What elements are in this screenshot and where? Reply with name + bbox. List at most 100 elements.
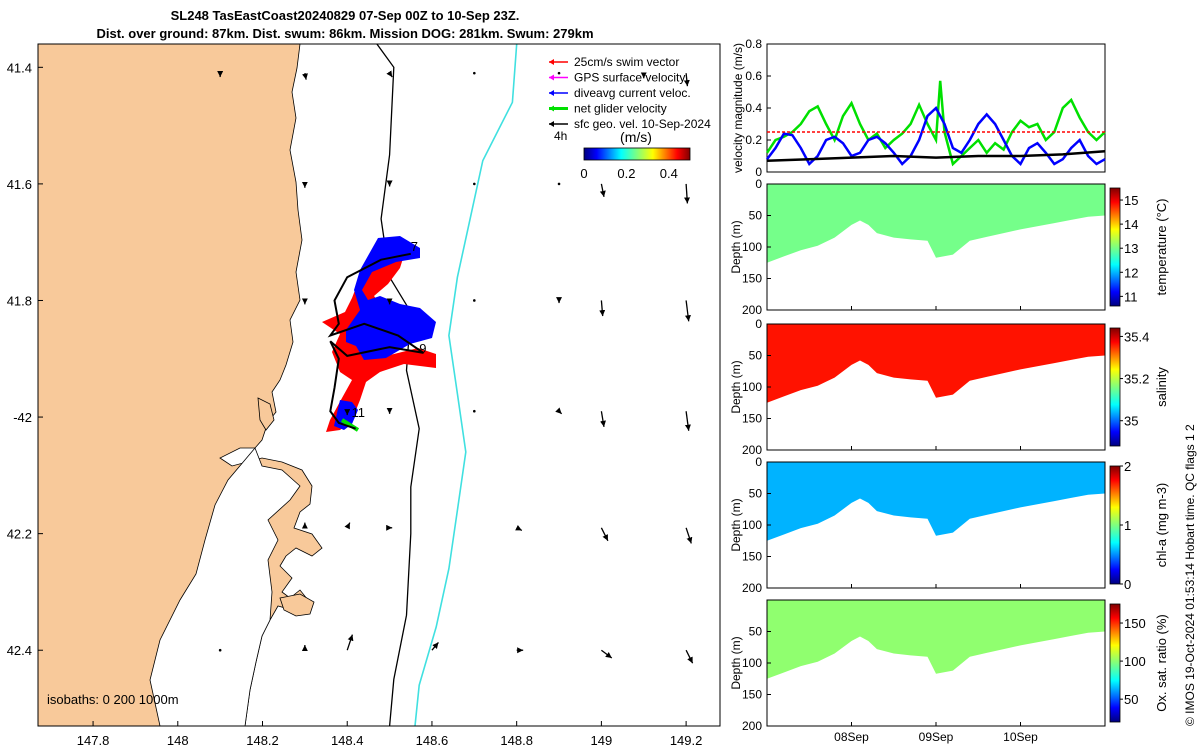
legend-arrowhead [549, 74, 554, 81]
map-y-tick-label: 42.2 [7, 527, 32, 542]
sfc-vector [685, 527, 693, 544]
map-x-tick-label: 149.2 [670, 733, 703, 748]
section-panel-chla-section: 0 50 100 150 200 Depth (m) 0 1 2 chl-a (mg m-3) [729, 455, 1169, 595]
section-y-tick-label: 50 [749, 487, 763, 501]
section-y-tick-label: 100 [742, 518, 762, 532]
section-colorbar-tick-label: 1 [1124, 518, 1131, 533]
map-x-tick-label: 148.8 [500, 733, 533, 748]
isobaths [376, 44, 518, 726]
sfc-vector [599, 300, 606, 317]
interval-label: 4h [554, 129, 567, 143]
isobath-1000m [414, 44, 518, 726]
section-y-tick-label: 0 [755, 177, 762, 191]
section-colorbar-tick-label: 12 [1124, 265, 1138, 280]
day-label: 9 [419, 341, 426, 356]
isobath-200m [376, 44, 420, 726]
section-y-tick-label: 100 [742, 656, 762, 670]
section-x-tick-label: 10Sep [1003, 730, 1038, 744]
section-y-tick-label: 150 [742, 272, 762, 286]
section-colorbar-tick-label: 100 [1124, 654, 1146, 669]
section-panel-temperature-section: 0 50 100 150 200 Depth (m) 11 12 13 14 15 temperatu… [729, 177, 1169, 317]
map-y-tick-label: 41.6 [7, 177, 32, 192]
section-colorbar-tick-label: 2 [1124, 459, 1131, 474]
coast-bay [149, 447, 301, 726]
legend-arrowhead [549, 105, 554, 112]
section-y-tick-label: 100 [742, 240, 762, 254]
isobaths-label: isobaths: 0 200 1000m [47, 692, 179, 707]
velocity-line [766, 149, 1106, 163]
sfc-vector [684, 411, 691, 431]
section-colorbar-tick-label: 50 [1124, 692, 1138, 707]
velocity-y-tick-label: 0.8 [745, 37, 762, 51]
colorbar-title: (m/s) [620, 129, 652, 145]
figure-title-line2: Dist. over ground: 87km. Dist. swum: 86k… [96, 26, 594, 41]
velocity-y-tick-label: 0 [755, 165, 762, 179]
section-colorbar-tick-label: 15 [1124, 193, 1138, 208]
sfc-vector [555, 407, 563, 415]
map-x-tick-label: 147.8 [77, 733, 110, 748]
sfc-vector [346, 634, 354, 651]
speed-colorbar-tick: 0.4 [660, 166, 678, 181]
track-map: 7 9 11 147.8 148 148.2 148.4 148.6 148.8 149 149.… [7, 43, 721, 748]
section-colorbar-tick-label: 11 [1124, 289, 1138, 304]
section-colorbar-label: chl-a (mg m-3) [1154, 483, 1169, 568]
section-data-fill [767, 462, 1105, 541]
map-x-tick-label: 148.6 [416, 733, 449, 748]
section-colorbar-tick-label: 35 [1124, 414, 1138, 429]
legend-arrowhead [549, 121, 554, 127]
map-y-tick-label: 41.8 [7, 293, 32, 308]
section-colorbar [1109, 327, 1121, 447]
sfc-vector [684, 300, 691, 322]
speed-colorbar-tick: 0 [580, 166, 587, 181]
glider-track-line [327, 252, 425, 430]
section-y-tick-label: 0 [755, 455, 762, 469]
sfc-vector-dot [473, 409, 476, 413]
figure-title-line1: SL248 TasEastCoast20240829 07-Sep 00Z to… [170, 8, 520, 23]
sfc-vector [302, 73, 308, 80]
legend-arrowhead [549, 90, 554, 96]
sfc-vector [601, 649, 613, 659]
map-y-tick-label: -42 [13, 410, 32, 425]
sfc-vector-dot [557, 71, 561, 75]
island-north [257, 397, 275, 431]
map-y-tick-label: 41.4 [7, 60, 32, 75]
section-ylabel: Depth (m) [729, 498, 743, 551]
legend-label: 25cm/s swim vector [574, 55, 679, 69]
map-x-tick-label: 149 [591, 733, 613, 748]
velocity-y-tick-label: 0.2 [745, 133, 762, 147]
section-y-tick-label: 50 [749, 209, 763, 223]
sfc-vector [600, 411, 606, 427]
section-colorbar-tick-label: 13 [1124, 241, 1138, 256]
velocity-y-axis: 0 0.2 0.4 0.6 0.8 [745, 37, 771, 179]
speed-colorbar [583, 147, 691, 161]
section-colorbar-tick-label: 150 [1124, 616, 1146, 631]
section-colorbar-tick-label: 0 [1124, 577, 1131, 592]
section-data-fill [767, 600, 1105, 679]
map-x-axis: 147.8 148 148.2 148.4 148.6 148.8 149 149.2 [77, 721, 703, 748]
day-label: 7 [411, 239, 418, 254]
section-y-tick-label: 150 [742, 688, 762, 702]
section-colorbar [1109, 187, 1121, 307]
section-data-fill [767, 324, 1105, 403]
section-y-tick-label: 150 [742, 412, 762, 426]
sfc-vector-dot [473, 71, 476, 75]
velocity-line [766, 105, 1106, 167]
section-y-tick-label: 50 [749, 625, 763, 639]
section-colorbar-label: salinity [1154, 367, 1169, 407]
velocity-y-tick-label: 0.6 [745, 69, 762, 83]
section-y-tick-label: 200 [742, 719, 762, 733]
velocity-y-tick-label: 0.4 [745, 101, 762, 115]
map-frame [37, 43, 721, 727]
section-y-tick-label: 50 [749, 349, 763, 363]
legend-label: diveavg current veloc. [574, 86, 691, 100]
speed-colorbar-ticks: 0 0.2 0.4 [580, 166, 677, 181]
section-colorbar-tick-label: 35.4 [1124, 329, 1149, 344]
island-south [279, 593, 315, 617]
section-ylabel: Depth (m) [729, 220, 743, 273]
section-colorbar [1109, 465, 1121, 585]
sfc-vector [684, 183, 691, 204]
legend-label: sfc geo. vel. 10-Sep-2024 [574, 117, 711, 131]
sfc-vector [685, 649, 694, 664]
map-x-tick-label: 148 [167, 733, 189, 748]
